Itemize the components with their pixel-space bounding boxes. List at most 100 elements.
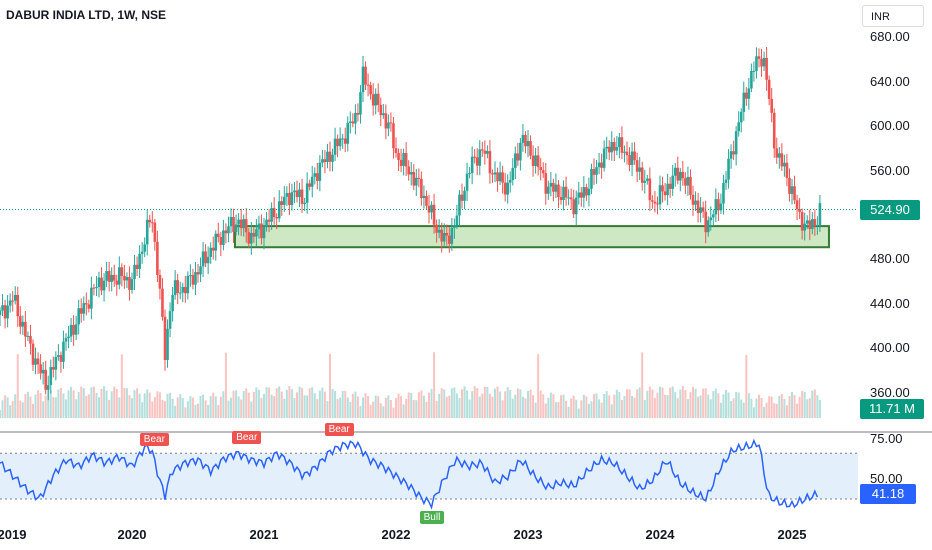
volume-bar (209, 395, 212, 418)
candle-body (359, 92, 362, 115)
candle-body (795, 200, 799, 210)
candle-body (219, 237, 223, 245)
candle-body (234, 224, 238, 232)
candle-body (394, 148, 398, 153)
volume-bar (217, 405, 220, 418)
volume-bar (288, 386, 291, 418)
volume-bar (587, 403, 590, 418)
volume-bar (590, 401, 593, 418)
volume-bar (679, 389, 682, 418)
candle-body (333, 138, 337, 155)
candle-body (54, 357, 58, 370)
volume-bar (37, 390, 40, 418)
price-tick: 480.00 (870, 251, 910, 267)
volume-bar (339, 397, 342, 418)
volume-bar (326, 400, 329, 418)
volume-bar (197, 403, 199, 418)
candle-body (775, 148, 779, 158)
candle-body (404, 152, 408, 167)
candle-body (445, 233, 449, 236)
demand-zone-rect[interactable] (233, 225, 830, 249)
candle-body (118, 267, 121, 285)
volume-bar (227, 400, 230, 418)
candle-body (29, 335, 32, 344)
candle-body (399, 159, 403, 166)
volume-bar (21, 402, 24, 418)
volume-bar (659, 386, 661, 418)
volume-bar (788, 396, 791, 418)
volume-bar (410, 393, 413, 418)
candle-body (765, 57, 768, 80)
volume-bar (44, 395, 47, 418)
candle-body (300, 189, 304, 204)
candle-body (163, 316, 167, 361)
candle-body (184, 286, 187, 294)
candle-body (237, 219, 240, 225)
candle-body (123, 275, 126, 281)
candle-body (628, 154, 631, 165)
volume-bar (207, 404, 210, 418)
candle-body (818, 203, 822, 225)
volume-bar (323, 391, 326, 418)
volume-bar (549, 392, 552, 418)
candle-body (595, 167, 598, 175)
volume-bar (539, 390, 542, 418)
candle-body (668, 183, 672, 189)
candle-body (229, 217, 233, 227)
volume-bar (341, 390, 344, 418)
candle-body (151, 222, 154, 224)
volume-bar (653, 398, 656, 418)
volume-bar (174, 405, 177, 418)
candle-body (727, 158, 730, 180)
volume-bar (443, 389, 446, 418)
volume-bar (260, 398, 263, 418)
volume-bar (70, 386, 73, 418)
volume-bar (620, 400, 623, 418)
candle-body (618, 137, 621, 148)
volume-bar (669, 387, 672, 418)
bear-signal-label: Bear (139, 432, 169, 446)
volume-bar (384, 397, 387, 418)
candle-body (409, 172, 413, 175)
volume-bar (433, 352, 436, 418)
candle-body (280, 201, 284, 205)
volume-bar (1, 400, 4, 418)
volume-bar (666, 395, 669, 418)
volume-bar (481, 393, 484, 418)
candle-body (102, 280, 106, 291)
candle-body (475, 157, 479, 166)
candle-body (31, 343, 35, 365)
candle-body (298, 189, 301, 198)
candle-body (684, 178, 687, 186)
candle-body (112, 274, 116, 281)
candle-body (135, 264, 139, 270)
volume-bar (146, 389, 149, 418)
volume-bar (585, 396, 588, 418)
candle-body (194, 272, 197, 285)
volume-bar (610, 404, 613, 418)
candle-body (704, 211, 707, 233)
candle-body (813, 219, 817, 226)
currency-button[interactable]: INR (862, 5, 924, 27)
volume-bar (275, 388, 278, 418)
volume-bar (131, 398, 133, 418)
candle-body (331, 154, 334, 162)
price-tick: 440.00 (870, 295, 910, 311)
volume-bar (176, 397, 179, 418)
volume-bar (194, 404, 197, 418)
candle-body (267, 219, 271, 222)
candle-body (651, 200, 654, 202)
volume-bar (542, 394, 545, 418)
candle-body (762, 57, 766, 67)
volume-bar (344, 390, 347, 418)
volume-bar (648, 386, 651, 418)
volume-bar (544, 403, 547, 418)
candle-body (62, 341, 65, 362)
candle-body (255, 229, 258, 237)
candle-body (130, 279, 134, 290)
candle-body (244, 219, 248, 233)
volume-bar (11, 401, 14, 418)
candle-body (681, 171, 685, 179)
candle-body (442, 233, 446, 242)
candle-body (115, 280, 119, 285)
